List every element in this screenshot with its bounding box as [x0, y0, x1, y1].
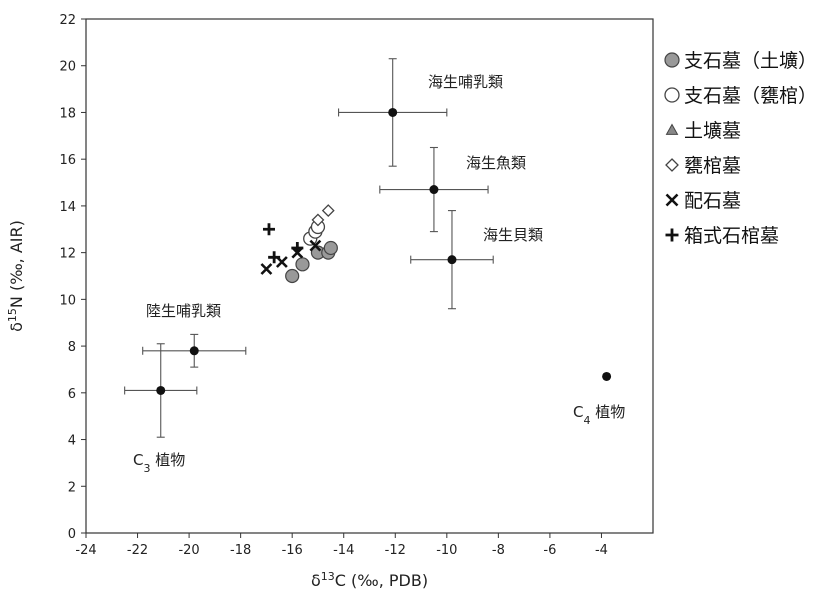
y-tick-label: 14: [59, 200, 76, 215]
annotation-marine-shellfish: 海生貝類: [483, 226, 543, 244]
reference-point: [156, 385, 166, 395]
x-axis-ticks: -24 -22 -20 -18 -16 -14 -12 -10 -8 -6 -4: [75, 533, 608, 558]
marker-x: [309, 239, 322, 252]
y-axis-title: δ15N (‰, AIR): [6, 220, 27, 332]
y-tick-label: 10: [59, 293, 76, 308]
x-tick-label: -8: [492, 543, 505, 558]
y-tick-label: 18: [59, 106, 76, 121]
x-tick-label: -12: [385, 543, 406, 558]
reference-point: [602, 371, 612, 381]
marker-circle-filled: [664, 52, 680, 68]
x-tick-label: -10: [436, 543, 457, 558]
annotation-c4-plants: C4 植物: [573, 403, 625, 427]
x-tick-label: -18: [230, 543, 251, 558]
y-tick-label: 8: [68, 340, 76, 355]
marker-triangle: [665, 123, 679, 135]
annotation-marine-mammals: 海生哺乳類: [428, 73, 503, 91]
y-tick-label: 2: [68, 480, 76, 495]
x-tick-label: -6: [543, 543, 556, 558]
x-tick-label: -20: [178, 543, 199, 558]
marker-plus: [665, 228, 679, 242]
y-tick-label: 16: [59, 153, 76, 168]
y-tick-label: 20: [59, 60, 76, 75]
marker-circle-open: [664, 87, 680, 103]
marker-plus: [268, 251, 281, 264]
y-tick-label: 22: [59, 13, 76, 28]
reference-point: [447, 255, 457, 265]
legend-label: 甕棺墓: [684, 155, 741, 177]
annotation-marine-fish: 海生魚類: [466, 154, 526, 172]
x-tick-label: -4: [595, 543, 608, 558]
marker-circle-filled: [323, 240, 338, 256]
legend-label: 土壙墓: [684, 120, 741, 142]
legend-label: 箱式石棺墓: [684, 225, 779, 247]
marker-diamond-open: [321, 204, 335, 218]
marker-diamond-open: [665, 158, 679, 172]
legend-label: 支石墓（土壙）: [684, 50, 817, 72]
legend-label: 配石墓: [684, 190, 741, 212]
sample-points: [260, 204, 338, 284]
x-tick-label: -24: [75, 543, 96, 558]
marker-x: [665, 193, 679, 207]
reference-point: [388, 107, 398, 117]
marker-circle-filled: [285, 268, 300, 284]
x-tick-label: -16: [282, 543, 303, 558]
reference-points: [124, 58, 612, 438]
annotation-c3-plants: C3 植物: [133, 451, 185, 475]
marker-x: [260, 263, 273, 275]
y-tick-label: 0: [68, 527, 76, 542]
y-tick-label: 4: [68, 434, 76, 449]
y-tick-label: 6: [68, 387, 76, 402]
reference-point: [429, 185, 439, 195]
reference-point: [189, 346, 199, 356]
y-axis-ticks: 0 2 4 6 8 10 12 14 16 18 20 22: [59, 13, 86, 542]
plot-area-frame: [85, 18, 654, 534]
legend-label: 支石墓（甕棺）: [684, 85, 817, 107]
annotation-terrestrial-mammals: 陸生哺乳類: [146, 302, 221, 320]
x-tick-label: -14: [333, 543, 354, 558]
marker-diamond-open: [311, 213, 325, 227]
x-axis-title: δ13C (‰, PDB): [311, 570, 428, 591]
marker-plus: [291, 241, 304, 254]
marker-plus: [262, 223, 275, 236]
marker-circle-filled: [295, 257, 310, 272]
y-tick-label: 12: [59, 247, 76, 262]
x-tick-label: -22: [127, 543, 148, 558]
